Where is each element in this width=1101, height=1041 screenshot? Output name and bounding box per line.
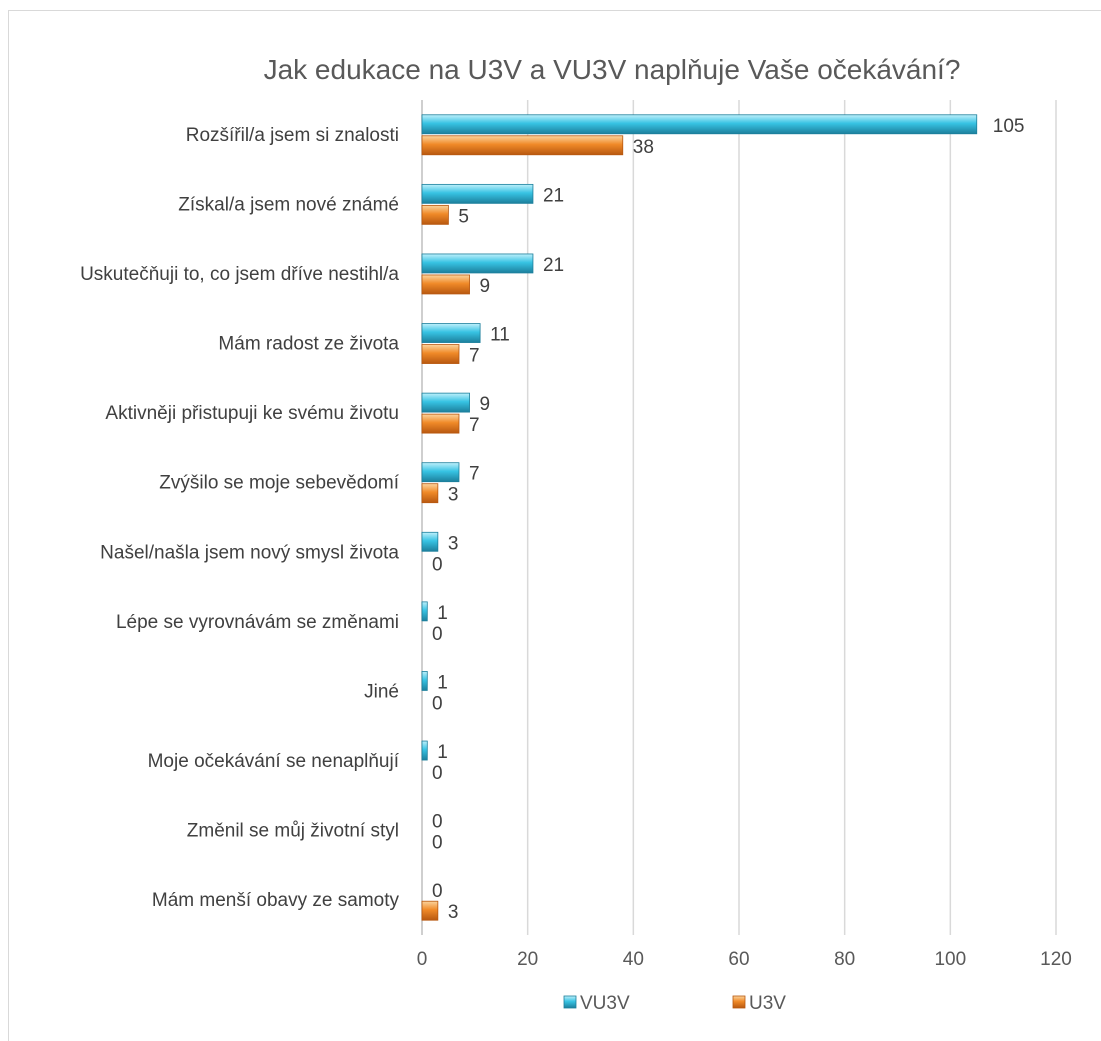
bar-vu3v <box>421 531 439 552</box>
bar-u3v <box>421 204 449 225</box>
bar-u3v <box>421 413 460 434</box>
bar-u3v <box>421 900 439 921</box>
category-labels: Rozšířil/a jsem si znalosti Získal/a jsem… <box>80 125 400 911</box>
legend-label-u3v: U3V <box>749 993 786 1014</box>
category-label: Našel/našla jsem nový smysl života <box>100 542 399 563</box>
bar-u3v <box>421 274 470 295</box>
x-tick-label: 100 <box>934 949 966 970</box>
data-label-vu3v: 0 <box>432 881 443 902</box>
data-label-vu3v: 1 <box>437 742 448 763</box>
bar-vu3v <box>421 462 460 483</box>
category-label: Mám menší obavy ze samoty <box>152 890 400 911</box>
x-tick-label: 20 <box>517 949 538 970</box>
chart-frame <box>8 10 1101 1041</box>
bar-vu3v <box>421 323 481 343</box>
x-tick-label: 40 <box>623 949 644 970</box>
category-label: Zvýšilo se moje sebevědomí <box>159 473 399 494</box>
bars <box>421 114 978 921</box>
category-label: Jiné <box>364 681 399 702</box>
data-label-u3v: 9 <box>480 276 491 297</box>
legend-label-vu3v: VU3V <box>580 993 630 1014</box>
data-label-vu3v: 1 <box>437 672 448 693</box>
x-tick-label: 80 <box>834 949 855 970</box>
chart-title: Jak edukace na U3V a VU3V naplňuje Vaše … <box>264 54 961 85</box>
category-label: Lépe se vyrovnávám se změnami <box>116 612 399 633</box>
category-label: Získal/a jsem nové známé <box>178 194 399 215</box>
category-label: Změnil se můj životní styl <box>187 821 399 842</box>
data-label-u3v: 5 <box>458 206 469 227</box>
bar-u3v <box>421 483 439 504</box>
x-tick-label: 120 <box>1040 949 1072 970</box>
data-label-u3v: 3 <box>448 902 459 923</box>
bar-vu3v <box>421 740 428 761</box>
bar-vu3v <box>421 183 534 204</box>
category-label: Moje očekávání se nenaplňují <box>148 751 400 772</box>
bar-vu3v <box>421 253 534 274</box>
x-tick-label: 60 <box>728 949 749 970</box>
x-axis-tick-labels: 0 20 40 60 80 100 120 <box>417 949 1072 970</box>
legend-swatch-vu3v <box>563 995 577 1009</box>
data-label-vu3v: 7 <box>469 464 480 485</box>
data-label-vu3v: 9 <box>480 394 491 415</box>
data-label-vu3v: 21 <box>543 255 564 276</box>
data-label-u3v: 38 <box>633 137 654 158</box>
data-label-vu3v: 105 <box>993 116 1025 137</box>
data-label-u3v: 0 <box>432 554 443 575</box>
data-label-u3v: 7 <box>469 415 480 436</box>
x-tick-label: 0 <box>417 949 428 970</box>
data-label-vu3v: 11 <box>490 325 510 346</box>
data-label-vu3v: 3 <box>448 533 459 554</box>
bar-u3v <box>421 135 624 156</box>
category-label: Rozšířil/a jsem si znalosti <box>186 125 399 146</box>
legend: VU3V U3V <box>563 993 786 1014</box>
bar-u3v <box>421 344 460 364</box>
data-label-u3v: 0 <box>432 833 443 854</box>
data-label-u3v: 0 <box>432 624 443 645</box>
bar-vu3v <box>421 114 978 135</box>
bar-vu3v <box>421 601 428 622</box>
data-label-u3v: 0 <box>432 763 443 784</box>
gridlines <box>421 100 1057 935</box>
data-label-u3v: 7 <box>469 346 480 367</box>
data-label-u3v: 3 <box>448 485 459 506</box>
data-label-vu3v: 21 <box>543 185 564 206</box>
data-label-vu3v: 1 <box>437 603 448 624</box>
category-label: Uskutečňuji to, co jsem dříve nestihl/a <box>80 264 399 285</box>
data-label-vu3v: 0 <box>432 812 443 833</box>
category-label: Aktivněji přistupuji ke svému životu <box>105 403 399 424</box>
legend-swatch-u3v <box>732 995 746 1009</box>
bar-vu3v <box>421 392 470 413</box>
bar-vu3v <box>421 671 428 691</box>
data-label-u3v: 0 <box>432 693 443 714</box>
category-label: Mám radost ze života <box>218 334 399 355</box>
